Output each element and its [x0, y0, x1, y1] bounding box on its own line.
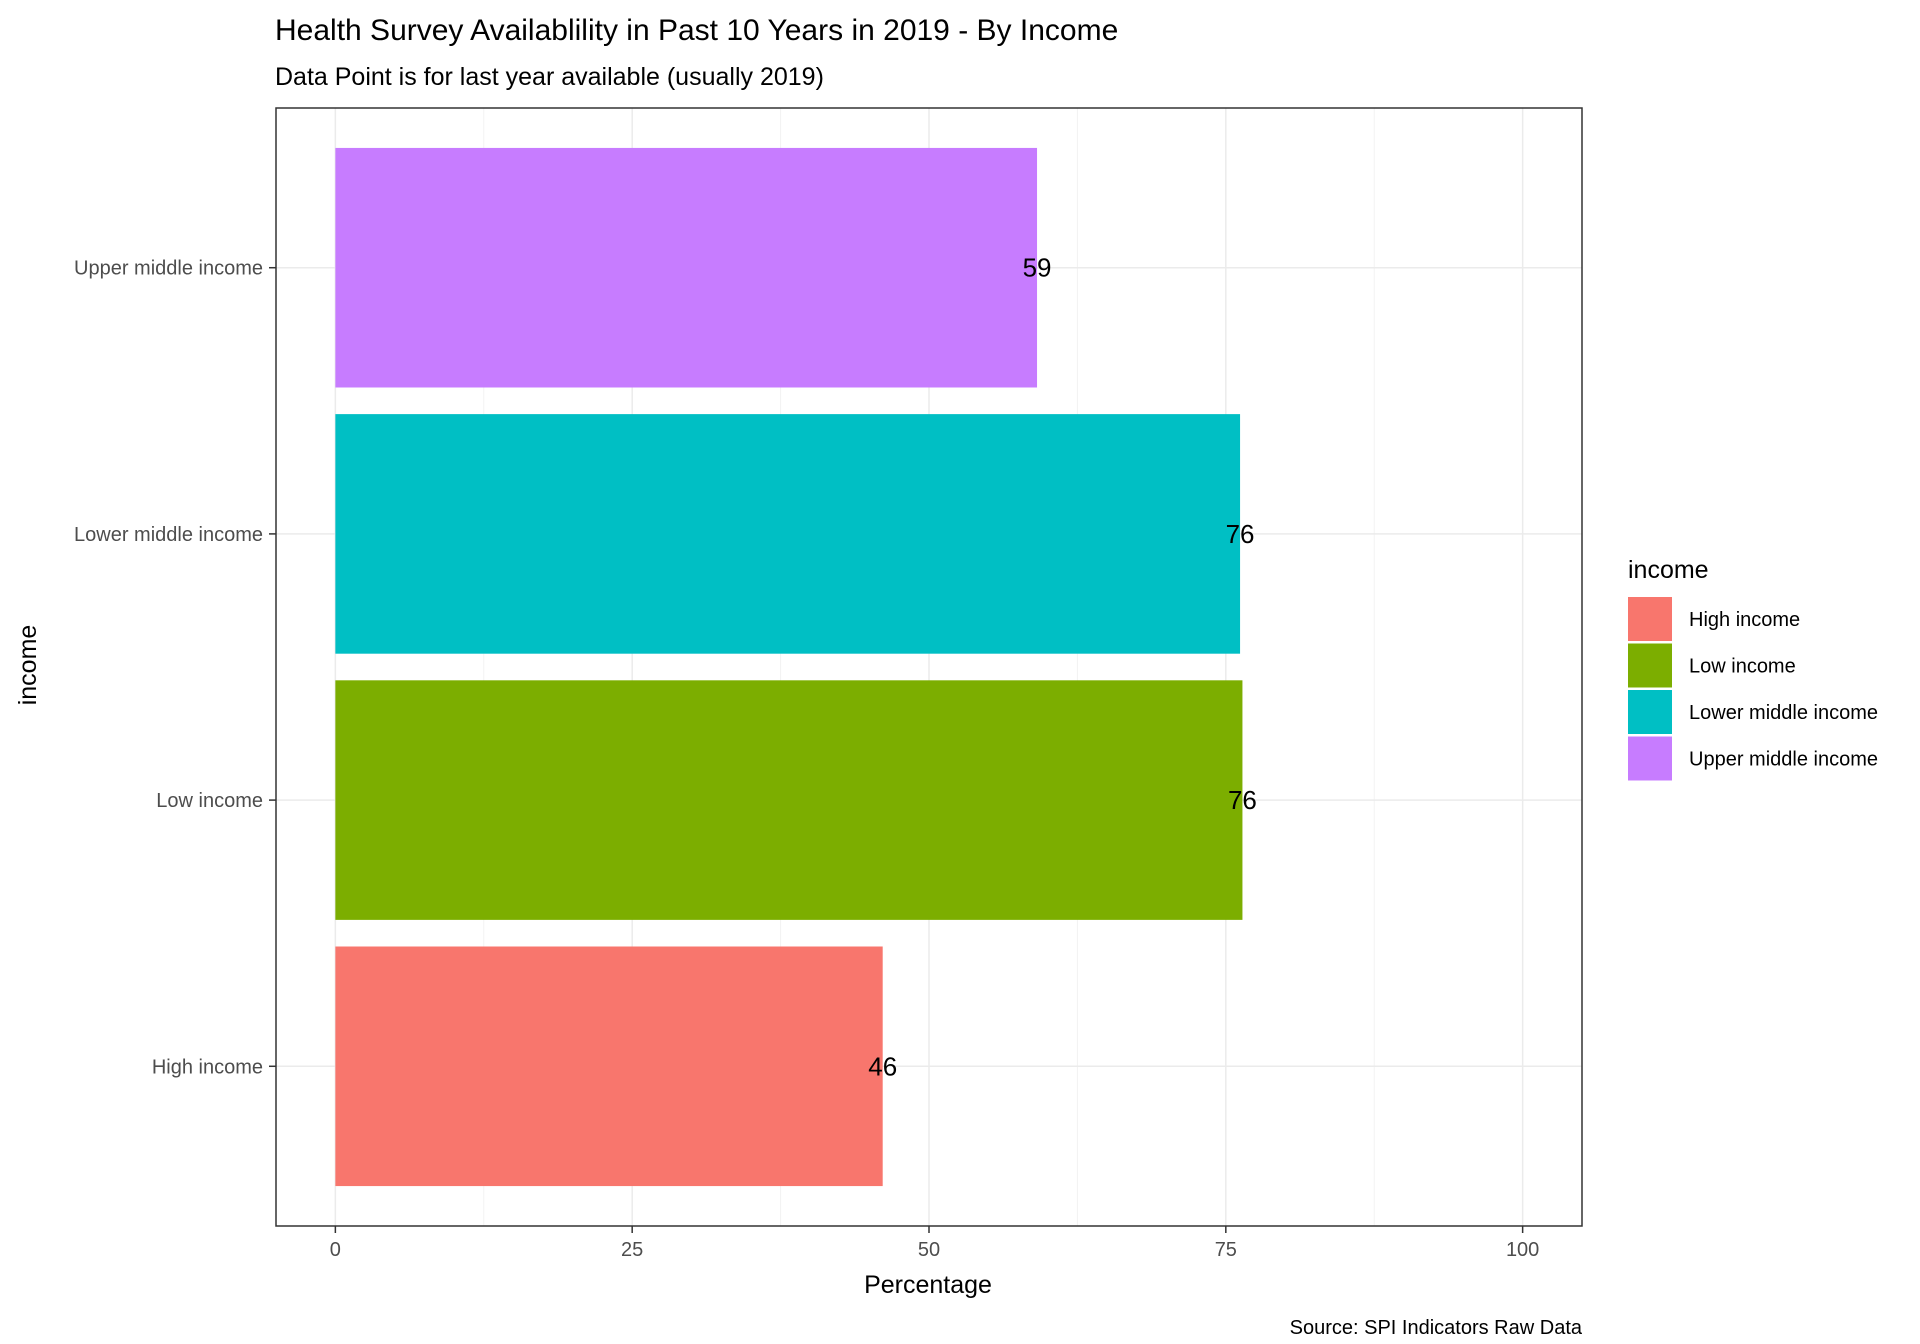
legend-label-upper-middle-income: Upper middle income [1689, 749, 1878, 771]
bar-low-income [335, 680, 1243, 920]
x-tick-label: 75 [1215, 1239, 1237, 1261]
y-tick-label-lower-middle-income: Lower middle income [74, 524, 263, 546]
bar-lower-middle-income [335, 414, 1241, 654]
x-tick-label: 50 [918, 1239, 940, 1261]
legend: income High income Low income Lower middle … [1628, 556, 1878, 781]
chart-caption: Source: SPI Indicators Raw Data [1290, 1317, 1583, 1339]
bars [335, 147, 1243, 1187]
y-axis-title: income [14, 625, 42, 706]
y-tick-label-high-income: High income [152, 1056, 263, 1078]
data-label-high-income: 46 [868, 1051, 897, 1081]
data-labels: 46 76 76 59 [868, 253, 1257, 1082]
y-axis: High income Low income Lower middle income… [74, 258, 276, 1078]
y-tick-label-low-income: Low income [156, 790, 263, 812]
data-label-low-income: 76 [1228, 785, 1257, 815]
x-tick-label: 100 [1506, 1239, 1539, 1261]
legend-swatch-high-income [1628, 597, 1672, 641]
chart-title: Health Survey Availablility in Past 10 Y… [275, 14, 1118, 47]
legend-label-low-income: Low income [1689, 656, 1796, 678]
bar-upper-middle-income [335, 147, 1038, 388]
legend-label-lower-middle-income: Lower middle income [1689, 702, 1878, 724]
legend-swatch-low-income [1628, 643, 1672, 688]
x-tick-label: 25 [621, 1239, 643, 1261]
legend-title: income [1628, 556, 1709, 584]
legend-swatch-upper-middle-income [1628, 736, 1672, 781]
x-tick-label: 0 [330, 1239, 341, 1261]
legend-label-high-income: High income [1689, 609, 1800, 631]
chart-subtitle: Data Point is for last year available (u… [275, 63, 824, 91]
x-axis-title: Percentage [864, 1271, 992, 1299]
bar-high-income [335, 946, 883, 1187]
y-tick-label-upper-middle-income: Upper middle income [74, 258, 263, 280]
x-axis: 0 25 50 75 100 [330, 1226, 1539, 1261]
data-label-lower-middle-income: 76 [1226, 519, 1255, 549]
legend-swatch-lower-middle-income [1628, 690, 1672, 734]
data-label-upper-middle-income: 59 [1023, 253, 1052, 283]
